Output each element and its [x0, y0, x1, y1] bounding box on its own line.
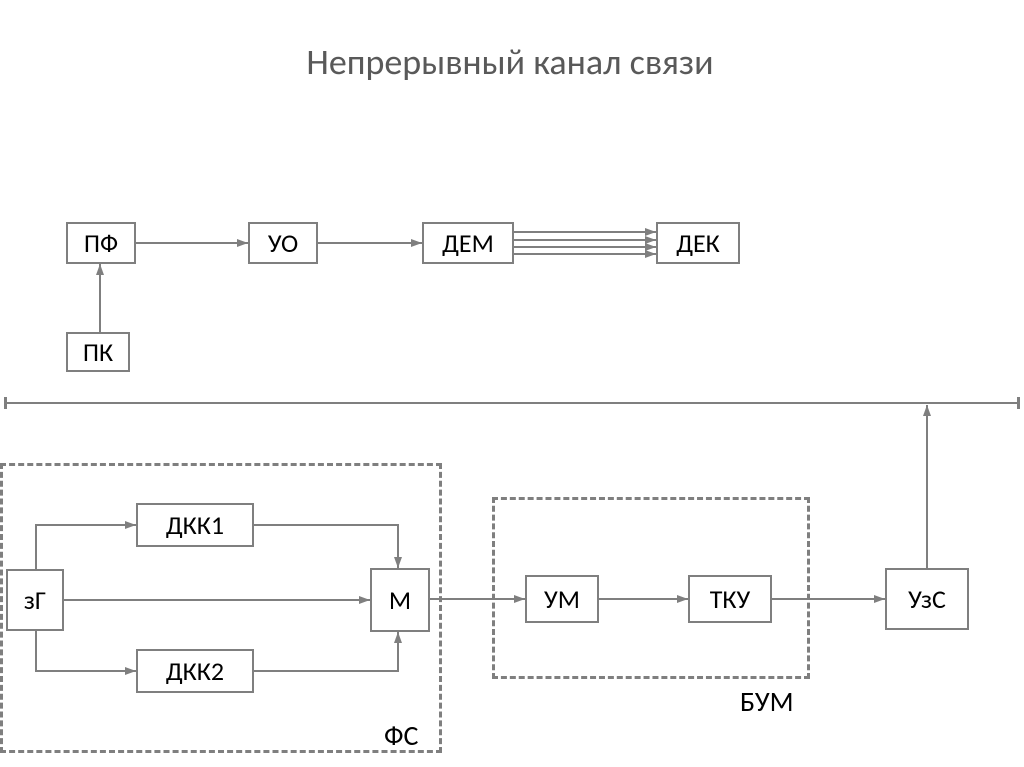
group-label-bum: БУМ: [740, 684, 794, 719]
separator-cap: [4, 397, 7, 409]
node-dkk2: ДКК2: [136, 649, 254, 693]
separator-cap: [1017, 397, 1020, 409]
node-uzc: УзС: [885, 568, 969, 630]
node-tku: ТКУ: [688, 575, 772, 623]
node-pk: ПК: [66, 332, 130, 372]
node-um: УМ: [525, 575, 599, 623]
node-dem: ДЕМ: [422, 222, 514, 264]
group-label-fs: ФС: [384, 718, 418, 753]
node-zg: зГ: [6, 569, 64, 631]
node-pf: ПФ: [66, 222, 136, 264]
node-dkk1: ДКК1: [136, 503, 254, 547]
diagram-title: Непрерывный канал связи: [210, 40, 810, 84]
node-dek: ДЕК: [656, 222, 740, 264]
node-uo: УО: [248, 222, 318, 264]
node-m: М: [370, 568, 430, 632]
